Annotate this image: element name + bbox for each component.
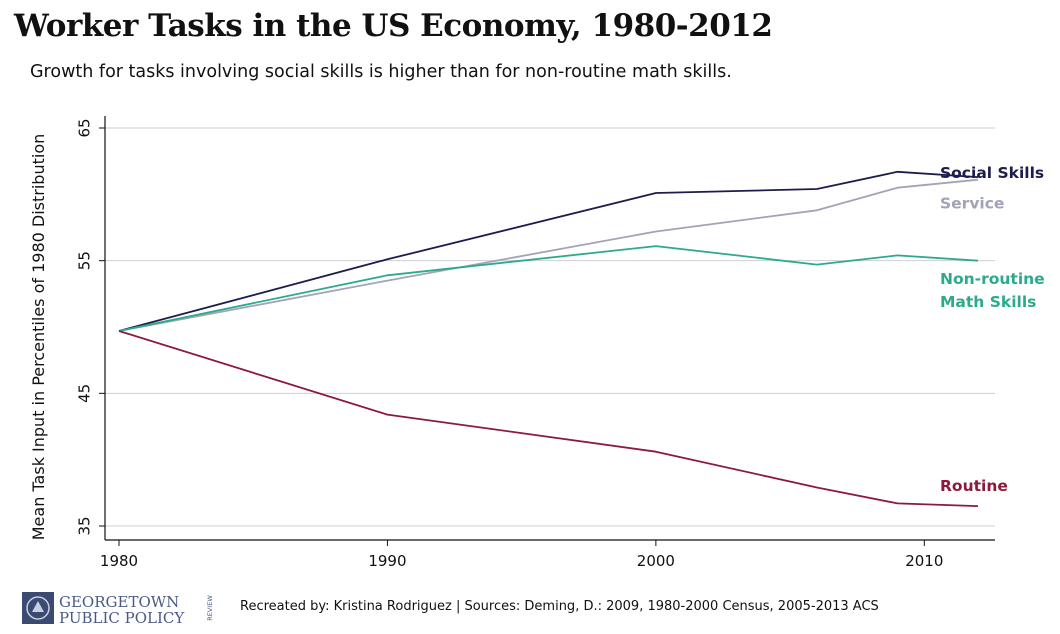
footer: GEORGETOWN PUBLIC POLICY REVIEW Recreate…	[22, 590, 1042, 626]
source-credit: Recreated by: Kristina Rodriguez | Sourc…	[240, 599, 879, 614]
axes	[99, 116, 995, 546]
x-tick-labels: 1980 1990 2000 2010	[100, 552, 944, 570]
y-tick-label: 65	[76, 118, 94, 137]
chart-title: Worker Tasks in the US Economy, 1980-201…	[14, 8, 773, 44]
seal-ring	[26, 596, 50, 620]
y-tick-label: 55	[76, 251, 94, 270]
series-label: Routine	[940, 477, 1008, 495]
logo-line1: GEORGETOWN	[59, 593, 179, 611]
georgetown-public-policy-logo: GEORGETOWN PUBLIC POLICY REVIEW	[22, 592, 214, 626]
logo-side-text: REVIEW	[206, 595, 214, 621]
chart-subtitle: Growth for tasks involving social skills…	[30, 62, 732, 82]
y-axis-label: Mean Task Input in Percentiles of 1980 D…	[29, 134, 48, 541]
x-tick-label: 2010	[905, 552, 943, 570]
series-label: Service	[940, 195, 1004, 213]
series-line-routine	[118, 330, 979, 507]
y-tick-label: 35	[76, 516, 94, 535]
series-line-social-skills	[118, 170, 979, 332]
grid-lines	[105, 127, 995, 527]
series-label: Non-routine	[940, 270, 1045, 288]
series-labels: Social Skills Service Non-routine Math Skil…	[940, 164, 1045, 495]
seal-emblem	[32, 601, 44, 612]
x-tick-label: 1980	[100, 552, 138, 570]
x-tick-label: 1990	[368, 552, 406, 570]
y-tick-label: 45	[76, 384, 94, 403]
series-label: Social Skills	[940, 164, 1044, 182]
series-line-service	[118, 178, 979, 332]
line-chart: 35 45 55 65 1980 1990 2000 2010 Mean Task Inpu…	[29, 116, 1045, 570]
series-label: Math Skills	[940, 293, 1036, 311]
series-lines	[118, 170, 979, 507]
y-tick-labels: 35 45 55 65	[76, 118, 94, 535]
x-tick-label: 2000	[637, 552, 675, 570]
series-line-non-routine-math-skills	[118, 245, 979, 332]
logo-line2: PUBLIC POLICY	[59, 609, 185, 626]
